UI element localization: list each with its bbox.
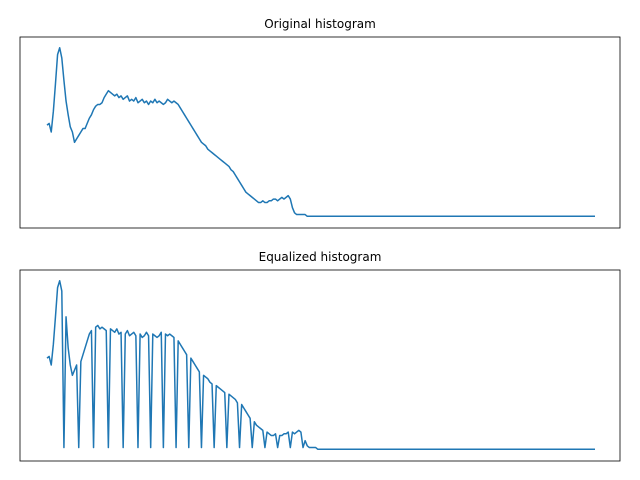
chart-title-equalized: Equalized histogram	[259, 250, 382, 264]
series-line-1-0	[46, 279, 595, 451]
series-equalized	[46, 279, 595, 451]
series-line-0-0	[46, 46, 595, 218]
series-original	[46, 46, 595, 218]
original-histogram-panel: Original histogram	[19, 17, 621, 229]
plot-frame-original	[19, 36, 621, 229]
plot-frame-equalized	[19, 269, 621, 462]
equalized-histogram-panel: Equalized histogram	[19, 250, 621, 462]
chart-title-original: Original histogram	[264, 17, 376, 31]
